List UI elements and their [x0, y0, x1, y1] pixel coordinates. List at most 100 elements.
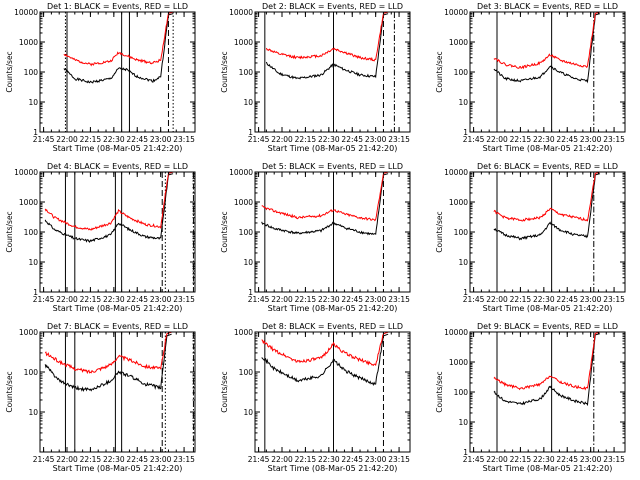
x-tick-label: 21:45	[33, 135, 55, 144]
series-line-lld	[493, 12, 601, 70]
panel-title: Det 3: BLACK = Events, RED = LLD	[477, 2, 618, 11]
y-tick-label: 1000	[19, 198, 38, 207]
x-tick-label: 22:00	[486, 135, 508, 144]
x-tick-label: 22:00	[486, 455, 508, 464]
x-tick-label: 22:15	[80, 455, 102, 464]
panel-title: Det 9: BLACK = Events, RED = LLD	[477, 322, 618, 331]
panel-det-7: Det 7: BLACK = Events, RED = LLD 10 100 100…	[5, 322, 196, 473]
y-tick-label: 100	[239, 68, 254, 77]
panel-title: Det 5: BLACK = Events, RED = LLD	[262, 162, 403, 171]
series-line-lld	[261, 332, 389, 367]
y-tick-label: 1000	[19, 38, 38, 47]
y-axis-label: Counts/sec	[5, 51, 14, 92]
y-tick-label: 10	[28, 98, 38, 107]
panel-title: Det 2: BLACK = Events, RED = LLD	[262, 2, 403, 11]
x-tick-label: 22:15	[510, 295, 532, 304]
x-tick-label: 22:45	[126, 135, 148, 144]
x-tick-label: 22:00	[486, 295, 508, 304]
x-tick-label: 21:45	[463, 135, 485, 144]
series-line-events	[493, 333, 601, 407]
panel-det-8: Det 8: BLACK = Events, RED = LLD 10 100 100…	[220, 322, 411, 473]
y-axis-label: Counts/sec	[220, 211, 229, 252]
series-line-events	[261, 333, 389, 386]
x-tick-label: 21:45	[463, 455, 485, 464]
panel-det-6: Det 6: BLACK = Events, RED = LLD 1 10 100 10…	[435, 162, 626, 313]
x-tick-label: 23:15	[388, 295, 410, 304]
series-line-events	[261, 173, 389, 236]
y-tick-label: 10000	[14, 8, 38, 17]
x-tick-label: 22:00	[271, 135, 293, 144]
y-tick-label: 1000	[234, 198, 253, 207]
plot-frame	[254, 171, 411, 293]
x-tick-label: 23:00	[580, 135, 602, 144]
y-tick-label: 100	[454, 228, 469, 237]
plot-frame	[39, 331, 196, 453]
x-tick-label: 22:30	[533, 295, 555, 304]
x-tick-label: 22:00	[271, 455, 293, 464]
x-tick-label: 23:15	[388, 135, 410, 144]
x-tick-label: 23:15	[173, 295, 195, 304]
panel-title: Det 7: BLACK = Events, RED = LLD	[47, 322, 188, 331]
panel-det-9: Det 9: BLACK = Events, RED = LLD 1 10 100 10…	[435, 322, 626, 473]
x-tick-label: 22:00	[56, 135, 78, 144]
series-line-events	[63, 13, 174, 84]
series-line-events	[265, 13, 389, 80]
x-tick-label: 22:30	[103, 135, 125, 144]
x-tick-label: 23:00	[150, 295, 172, 304]
x-tick-label: 22:00	[56, 455, 78, 464]
series-line-lld	[493, 172, 601, 222]
panel-title: Det 8: BLACK = Events, RED = LLD	[262, 322, 403, 331]
y-tick-label: 1000	[449, 198, 468, 207]
y-tick-label: 10000	[229, 8, 253, 17]
y-tick-label: 100	[24, 68, 39, 77]
x-tick-label: 21:45	[463, 295, 485, 304]
y-tick-label: 1	[463, 288, 468, 297]
series-line-events	[493, 13, 601, 84]
y-tick-label: 1	[463, 128, 468, 137]
series-line-lld	[44, 332, 172, 375]
plot-frame	[469, 11, 626, 133]
y-tick-label: 10000	[444, 328, 468, 337]
x-tick-label: 23:15	[388, 455, 410, 464]
x-tick-label: 22:30	[533, 135, 555, 144]
series-line-lld	[44, 172, 174, 231]
y-tick-label: 10	[28, 408, 38, 417]
x-tick-label: 22:00	[271, 295, 293, 304]
x-tick-label: 22:15	[510, 455, 532, 464]
y-tick-label: 100	[239, 228, 254, 237]
y-tick-label: 100	[454, 388, 469, 397]
plot-frame	[39, 11, 196, 133]
x-axis-label: Start Time (08-Mar-05 21:42:20)	[268, 464, 398, 473]
y-tick-label: 10000	[444, 168, 468, 177]
y-axis-label: Counts/sec	[220, 371, 229, 412]
y-tick-label: 1	[248, 128, 253, 137]
panel-title: Det 4: BLACK = Events, RED = LLD	[47, 162, 188, 171]
x-tick-label: 23:00	[365, 135, 387, 144]
x-tick-label: 22:30	[103, 455, 125, 464]
x-tick-label: 22:15	[510, 135, 532, 144]
y-tick-label: 1	[248, 288, 253, 297]
y-tick-label: 10	[243, 408, 253, 417]
y-axis-label: Counts/sec	[435, 371, 444, 412]
y-tick-label: 100	[24, 228, 39, 237]
x-axis-label: Start Time (08-Mar-05 21:42:20)	[53, 464, 183, 473]
plot-frame	[39, 171, 196, 293]
x-tick-label: 22:30	[318, 295, 340, 304]
panel-det-1: Det 1: BLACK = Events, RED = LLD 1 10 100 10…	[5, 2, 196, 153]
y-tick-label: 10	[458, 418, 468, 427]
x-tick-label: 22:45	[341, 455, 363, 464]
plot-frame	[254, 331, 411, 453]
x-tick-label: 22:15	[295, 135, 317, 144]
y-tick-label: 1000	[449, 38, 468, 47]
y-tick-label: 1000	[234, 328, 253, 337]
y-axis-label: Counts/sec	[5, 211, 14, 252]
x-axis-label: Start Time (08-Mar-05 21:42:20)	[483, 304, 613, 313]
x-tick-label: 22:30	[318, 455, 340, 464]
y-tick-label: 10000	[14, 168, 38, 177]
x-tick-label: 22:15	[80, 135, 102, 144]
y-tick-label: 1	[463, 448, 468, 457]
x-tick-label: 23:15	[173, 135, 195, 144]
x-tick-label: 23:00	[580, 455, 602, 464]
x-tick-label: 21:45	[248, 135, 270, 144]
